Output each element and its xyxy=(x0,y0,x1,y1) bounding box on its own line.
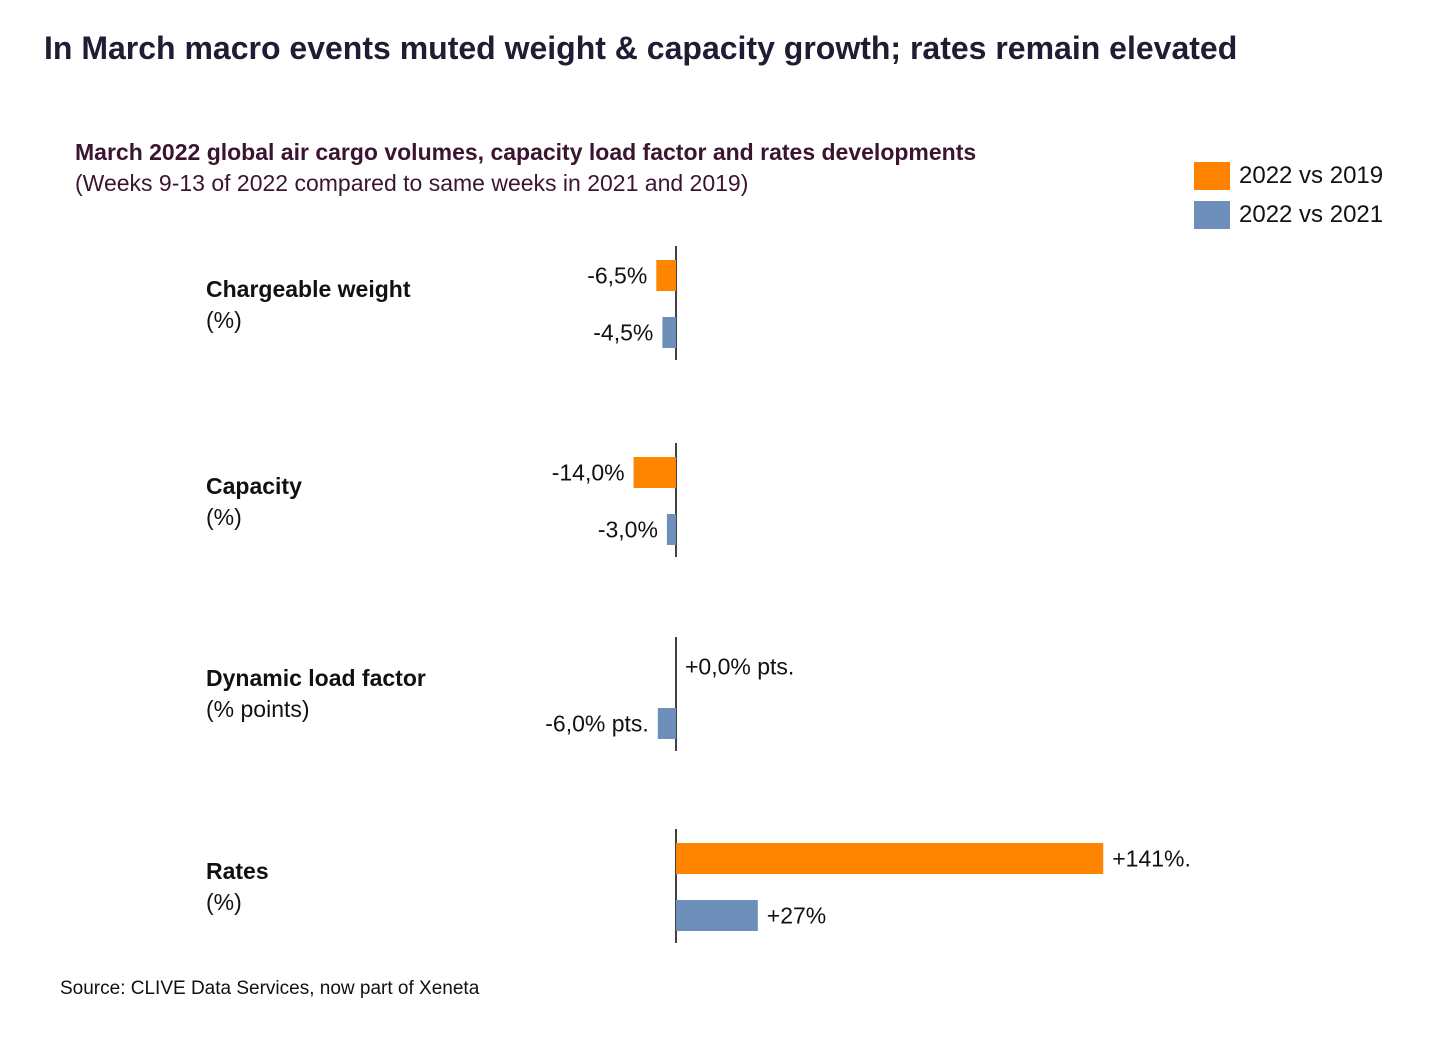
chart-subtitle: (Weeks 9-13 of 2022 compared to same wee… xyxy=(75,170,749,196)
category-title-chargeable-weight: Chargeable weight xyxy=(206,276,411,302)
data-label-rates-2019: +141%. xyxy=(1112,846,1191,872)
category-unit-rates: (%) xyxy=(206,889,242,915)
chart-title: March 2022 global air cargo volumes, cap… xyxy=(75,139,977,165)
data-label-capacity-2021: -3,0% xyxy=(598,517,658,543)
legend-swatch-2021 xyxy=(1194,200,1230,229)
legend-label-2021: 2022 vs 2021 xyxy=(1239,200,1384,228)
data-label-dynamic-load-factor-2021: -6,0% pts. xyxy=(545,711,649,737)
headline: In March macro events muted weight & cap… xyxy=(44,30,1238,66)
legend-item-2019: 2022 vs 2019 xyxy=(1194,156,1383,195)
bar-capacity-2019 xyxy=(633,457,676,488)
data-label-dynamic-load-factor-2019: +0,0% pts. xyxy=(685,654,794,680)
bar-capacity-2021 xyxy=(666,514,676,545)
category-title-dynamic-load-factor: Dynamic load factor xyxy=(206,665,426,691)
legend-item-2021: 2022 vs 2021 xyxy=(1194,195,1383,234)
category-unit-capacity: (%) xyxy=(206,504,242,530)
bar-dynamic-load-factor-2021 xyxy=(657,708,676,739)
category-title-rates: Rates xyxy=(206,858,269,884)
legend-swatch-2019 xyxy=(1194,161,1230,190)
data-label-rates-2021: +27% xyxy=(767,903,826,929)
data-label-chargeable-weight-2021: -4,5% xyxy=(593,320,653,346)
data-label-chargeable-weight-2019: -6,5% xyxy=(587,263,647,289)
category-unit-dynamic-load-factor: (% points) xyxy=(206,696,310,722)
bar-chargeable-weight-2019 xyxy=(656,260,676,291)
bar-chargeable-weight-2021 xyxy=(662,317,676,348)
bar-rates-2021 xyxy=(676,900,758,931)
category-title-capacity: Capacity xyxy=(206,473,302,499)
legend-label-2019: 2022 vs 2019 xyxy=(1239,161,1384,189)
data-label-capacity-2019: -14,0% xyxy=(552,460,625,486)
source-note: Source: CLIVE Data Services, now part of… xyxy=(60,978,480,999)
bar-rates-2019 xyxy=(676,843,1104,874)
category-unit-chargeable-weight: (%) xyxy=(206,307,242,333)
legend: 2022 vs 2019 2022 vs 2021 xyxy=(1194,156,1383,234)
